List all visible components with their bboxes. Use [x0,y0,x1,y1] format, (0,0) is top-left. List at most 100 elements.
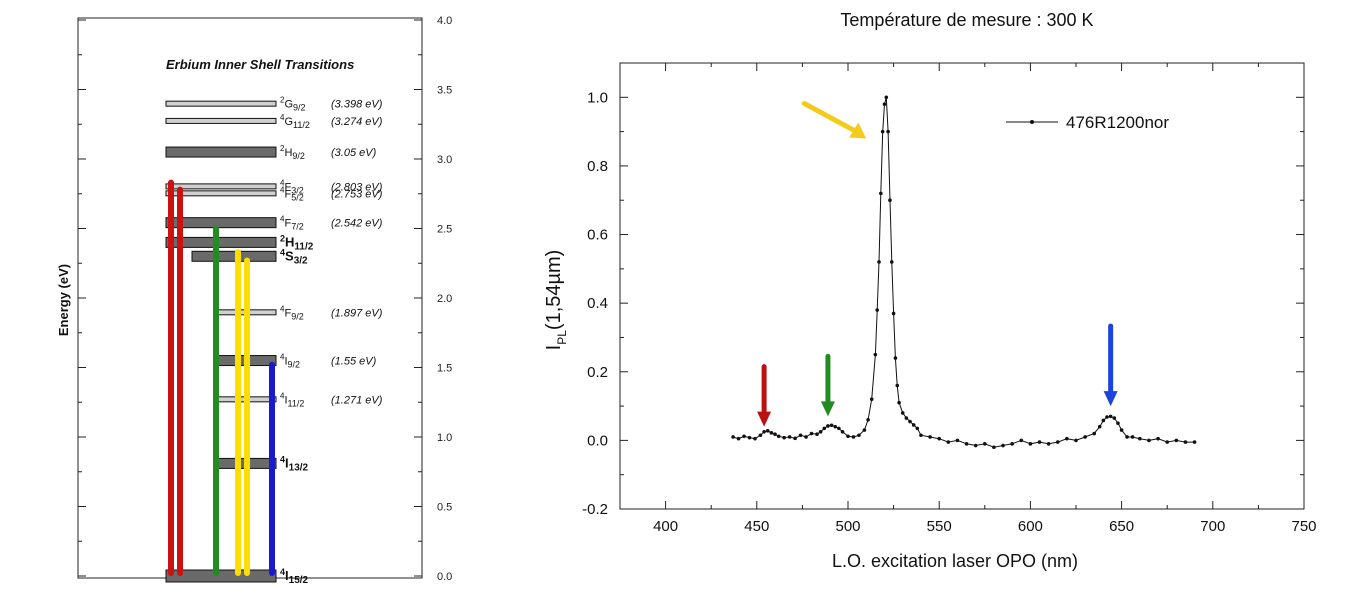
energy-level-label: 2H9/2 [280,144,305,161]
energy-level-label: 4F3/2 [280,178,304,195]
data-point [1156,436,1160,441]
data-point [908,419,912,424]
energy-level-label: 4I13/2 [280,454,309,473]
y-tick-label: 0.0 [437,571,452,583]
energy-level-label: 4G11/2 [280,113,310,130]
x-tick-label: 700 [1200,518,1225,535]
data-point [804,435,808,439]
energy-level-label: 2H11/2 [280,233,314,252]
data-point [879,191,883,196]
data-point [815,432,819,437]
data-point [946,440,951,444]
data-point [904,416,909,420]
data-point [1138,436,1142,441]
energy-level-value: (2.753 eV) [331,188,383,200]
plot-frame [619,62,1305,510]
data-point [1174,438,1179,443]
data-point [873,352,878,357]
data-point [928,435,932,439]
data-point [1037,440,1042,444]
diagram-y-axis-label: Energy (eV) [56,264,71,336]
data-point [1074,438,1078,443]
data-point [937,436,941,441]
data-point [992,445,996,450]
energy-level-bar [191,250,277,262]
y-tick-label: 0.0 [587,432,608,449]
y-axis-label: IPL(1,54µm) [543,250,569,351]
data-point [840,430,845,434]
data-point [983,442,987,446]
x-tick-label: 500 [835,518,860,535]
energy-level-value: (1.897 eV) [331,307,383,319]
data-point [753,436,757,441]
data-point [964,442,969,446]
data-point [857,433,861,438]
marker-arrow-head [849,122,867,139]
energy-level-label: 2G9/2 [280,96,306,113]
y-tick-label: 1.0 [587,89,608,106]
data-point [818,430,823,434]
energy-level-diagram: Erbium Inner Shell Transitions Energy (e… [56,15,452,586]
data-point [782,435,786,440]
energy-level-label: 4F9/2 [280,304,304,321]
data-point [1097,424,1102,429]
x-axis-label: L.O. excitation laser OPO (nm) [832,551,1078,571]
legend: 476R1200nor [1006,113,1169,132]
data-point [829,423,834,428]
data-point [1125,435,1129,439]
x-tick-label: 450 [744,518,769,535]
data-point [773,432,777,437]
data-point [776,434,781,439]
data-point [1101,418,1106,423]
energy-level-bar [165,117,277,124]
data-point [877,260,881,264]
marker-arrow-head [820,401,835,417]
data-point [1010,442,1014,446]
data-point [833,424,838,429]
data-point [955,438,960,443]
data-point [880,129,885,134]
energy-level-value: (3.274 eV) [331,116,383,128]
data-point [888,198,892,203]
excitation-spectrum-chart: Température de mesure : 300 K 400 450 500 5… [543,10,1317,571]
data-point [915,426,920,431]
x-tick-label: 550 [927,518,952,535]
data-point [793,436,797,441]
data-point [765,428,770,433]
energy-level-bar [165,146,277,158]
data-point [1119,428,1124,432]
energy-level-label: 4S3/2 [280,247,308,266]
y-tick-label: 4.0 [437,15,452,27]
y-tick-label: 0.4 [587,295,608,312]
data-point [895,383,900,388]
y-tick-label: 3.5 [437,85,452,97]
data-point [1105,415,1109,419]
data-point [893,356,898,360]
data-point [826,424,830,428]
chart-title: Température de mesure : 300 K [840,10,1093,30]
y-tick-label: 1.5 [437,363,452,375]
data-point [822,426,827,431]
data-point [886,129,890,134]
data-point [891,311,896,316]
data-point [1165,440,1169,444]
y-tick-label: 0.5 [437,502,452,514]
y-tick-label: -0.2 [582,501,608,518]
data-point [762,430,766,434]
y-tick-label: 2.5 [437,224,452,236]
y-tick-label: 0.2 [587,364,608,381]
energy-level-value: (2.542 eV) [331,218,383,230]
data-point [1055,440,1060,444]
data-point [769,431,774,435]
x-tick-label: 750 [1291,518,1316,535]
energy-level-value: (3.398 eV) [331,99,383,111]
data-point [1192,440,1197,444]
data-point [889,260,894,264]
data-point [747,435,752,440]
data-point [1130,435,1135,439]
data-point [1065,436,1069,441]
data-point [900,411,905,415]
data-point [911,423,916,427]
data-point [787,435,792,439]
